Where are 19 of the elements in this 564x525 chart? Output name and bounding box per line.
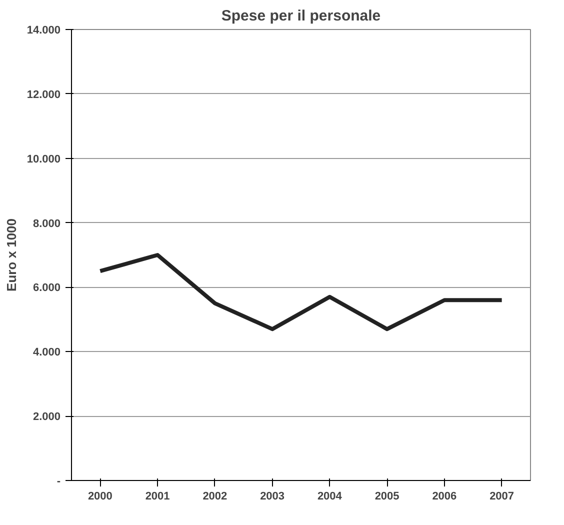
y-tick-label: 10.000: [26, 153, 61, 166]
x-tick-label: 2006: [432, 490, 457, 502]
y-tick-label: 2.000: [32, 411, 61, 424]
chart-title: Spese per il personale: [221, 8, 381, 24]
x-tick-label: 2001: [145, 490, 170, 502]
x-tick-label: 2005: [374, 490, 400, 502]
y-axis-title: Euro x 1000: [4, 218, 19, 292]
y-tick-label: 4.000: [32, 346, 61, 359]
x-tick-label: 2000: [88, 490, 112, 502]
x-tick-label: 2007: [490, 490, 514, 502]
line-series: [98, 253, 504, 332]
y-tick-label: 8.000: [32, 218, 61, 230]
x-tick-label: 2003: [260, 490, 285, 502]
y-tick-label: 12.000: [26, 88, 61, 101]
y-tick-label: 6.000: [32, 282, 61, 294]
y-tick-label: 14.000: [26, 24, 61, 36]
y-tick-label: -: [56, 476, 61, 488]
x-tick-label: 2004: [317, 490, 343, 502]
x-tick-label: 2002: [202, 490, 228, 502]
